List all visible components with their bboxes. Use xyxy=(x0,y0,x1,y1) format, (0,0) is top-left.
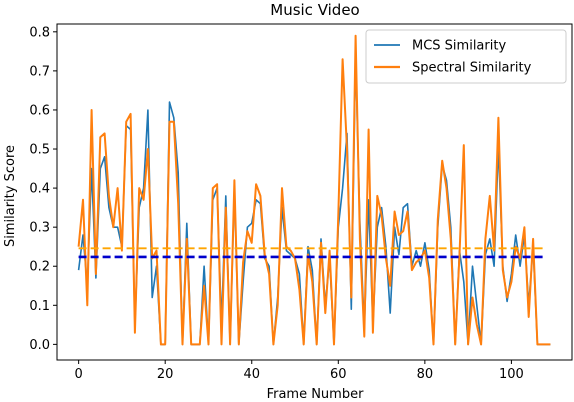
y-tick-label: 0.6 xyxy=(29,103,50,118)
x-tick-label: 80 xyxy=(417,367,434,382)
x-tick-label: 100 xyxy=(499,367,524,382)
y-tick-label: 0.1 xyxy=(29,299,50,314)
legend-label: MCS Similarity xyxy=(412,39,506,54)
legend-box xyxy=(365,29,567,84)
chart-title: Music Video xyxy=(270,1,359,19)
x-tick-label: 0 xyxy=(74,367,82,382)
y-tick-label: 0.2 xyxy=(29,260,50,275)
plot-area xyxy=(77,34,551,346)
x-axis-label: Frame Number xyxy=(267,387,365,402)
y-tick-label: 0.7 xyxy=(29,64,50,79)
x-tick-label: 20 xyxy=(157,367,174,382)
axes: 0 20 40 60 80 100 0.0 0.1 0.2 0.3 0.4 0.5 0.6 0.7 0.8 xyxy=(29,23,573,382)
y-axis-label: Similarity Score xyxy=(3,145,18,247)
legend: MCS Similarity Spectral Similarity xyxy=(365,29,567,84)
x-tick-label: 40 xyxy=(243,367,260,382)
x-tick-label: 60 xyxy=(330,367,347,382)
series-line-2 xyxy=(77,34,551,346)
y-tick-label: 0.0 xyxy=(29,338,50,353)
y-tick-label: 0.3 xyxy=(29,221,50,236)
y-tick-label: 0.8 xyxy=(29,25,50,40)
y-tick-label: 0.4 xyxy=(29,182,50,197)
legend-label: Spectral Similarity xyxy=(412,61,532,76)
plot-frame xyxy=(56,23,573,361)
y-tick-label: 0.5 xyxy=(29,143,50,158)
